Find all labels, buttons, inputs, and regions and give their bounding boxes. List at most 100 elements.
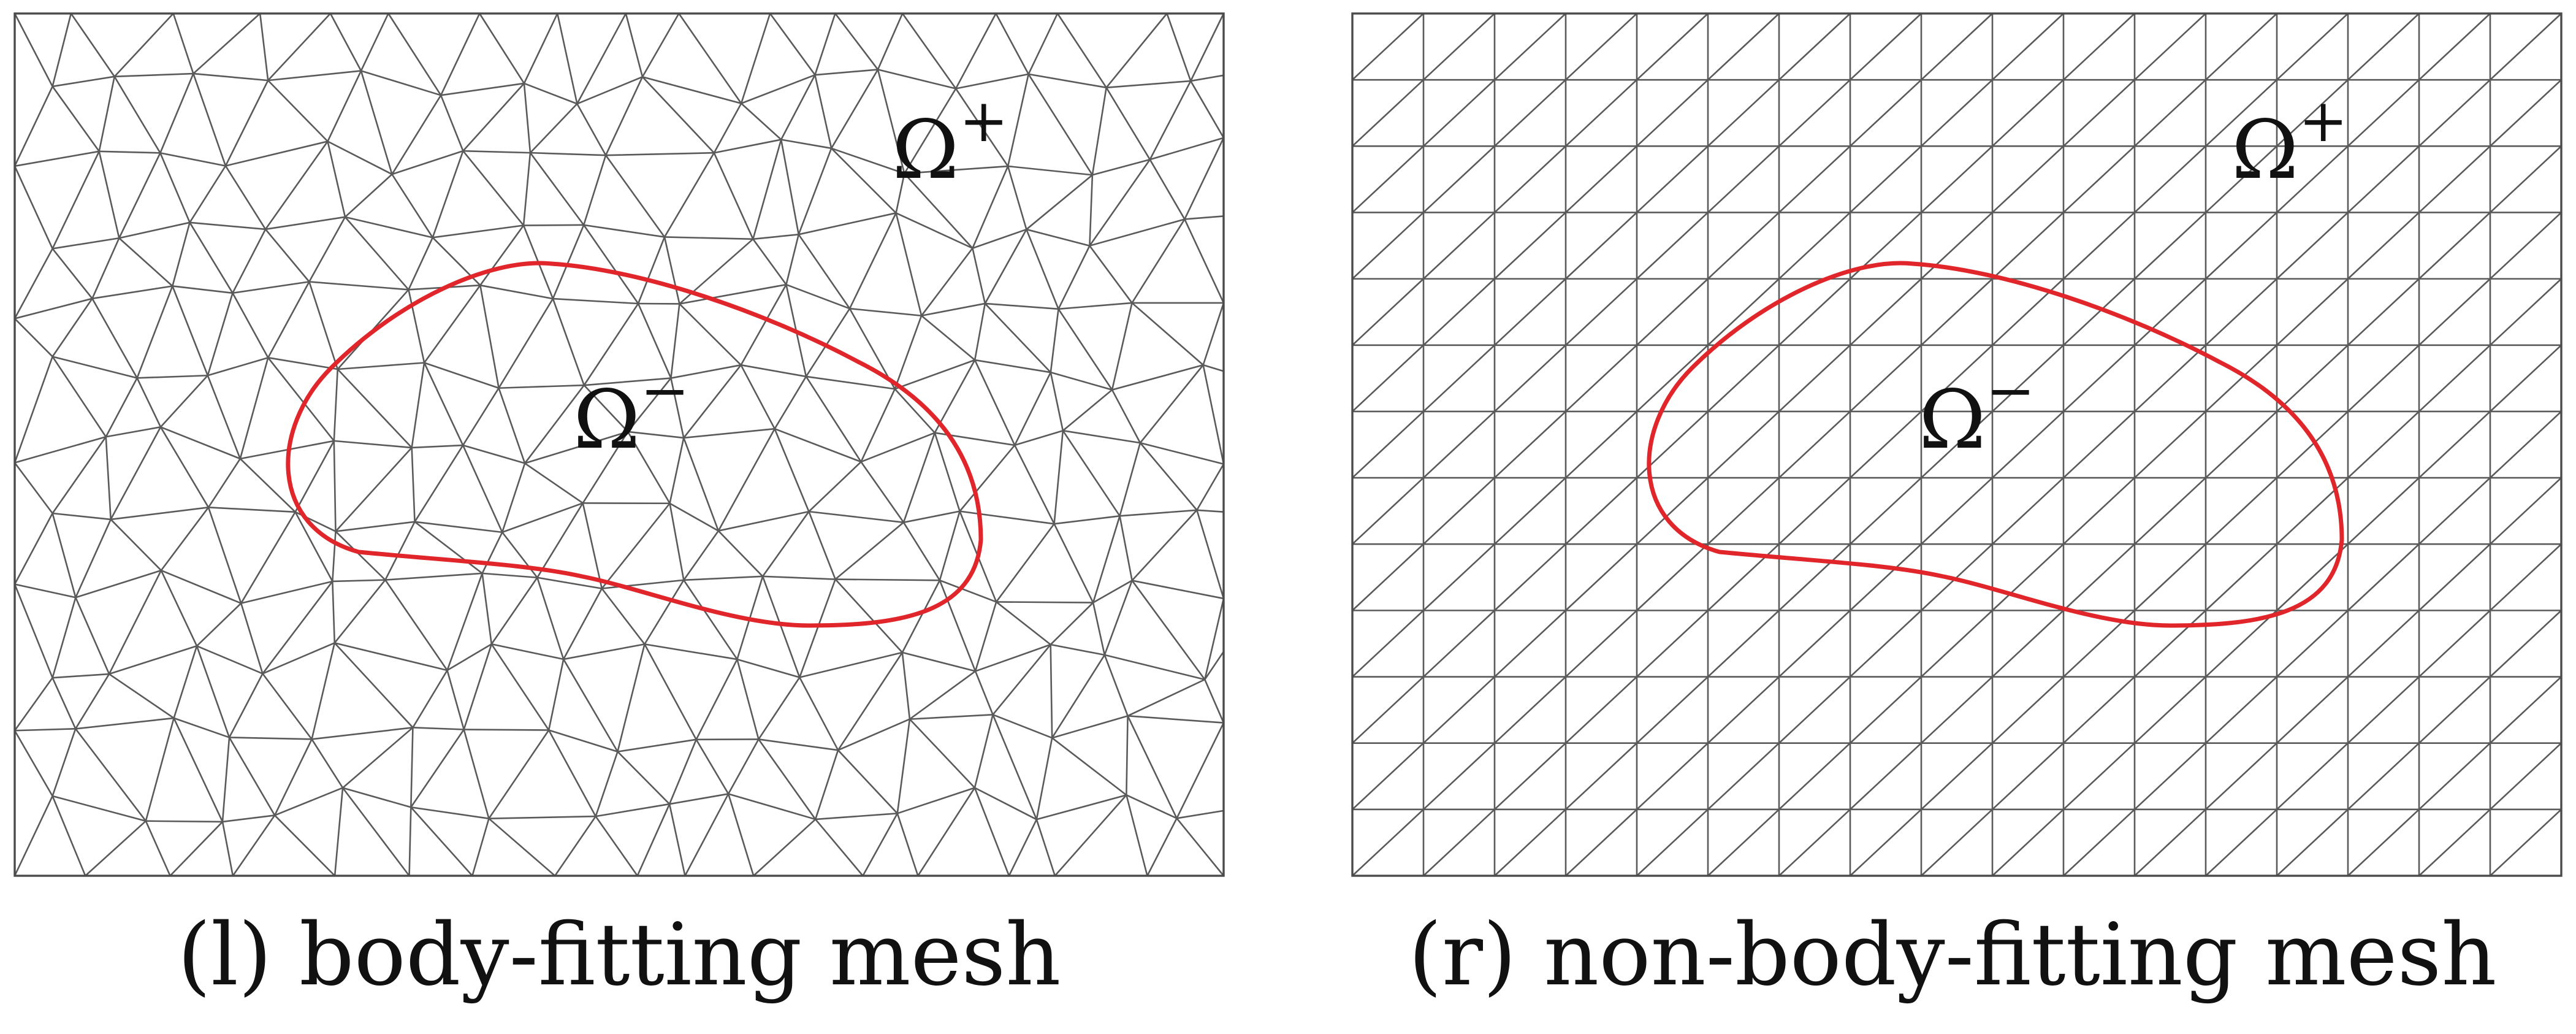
mesh-edge: [308, 216, 346, 283]
mesh-edge: [837, 651, 904, 751]
mesh-edge: [384, 579, 448, 672]
right-inner-sup: −: [1986, 356, 2035, 425]
mesh-edge: [1422, 477, 1496, 545]
mesh-edge: [91, 297, 138, 379]
mesh-edge: [974, 302, 986, 361]
mesh-edge: [668, 803, 686, 877]
mesh-edge: [471, 818, 490, 877]
mesh-edge: [1189, 80, 1225, 139]
mesh-edge: [224, 79, 269, 167]
mesh-edge: [408, 289, 425, 364]
mesh-edge: [479, 284, 554, 300]
mesh-edge: [1493, 344, 1567, 413]
mesh-edge: [51, 12, 72, 88]
mesh-edge: [1091, 86, 1107, 176]
mesh-edge: [408, 237, 434, 291]
mesh-edge: [877, 69, 905, 175]
mesh-edge: [344, 216, 410, 291]
mesh-edge: [583, 302, 639, 386]
mesh-edge: [717, 530, 764, 578]
mesh-edge: [446, 572, 483, 672]
mesh-edge: [267, 79, 329, 142]
mesh-edge: [717, 510, 810, 532]
mesh-edge: [1991, 410, 2065, 479]
mesh-edge: [901, 651, 911, 720]
mesh-edge: [1778, 410, 1851, 479]
mesh-edge: [2276, 742, 2349, 811]
mesh-edge: [903, 88, 957, 175]
mesh-edge: [1422, 676, 1496, 744]
mesh-edge: [1089, 218, 1186, 247]
left-body-fitting-mesh: [13, 12, 1225, 877]
mesh-edge: [637, 302, 672, 379]
mesh-edge: [683, 530, 720, 581]
mesh-edge: [2418, 145, 2491, 213]
mesh-edge: [984, 302, 1052, 373]
mesh-edge: [1139, 442, 1225, 465]
mesh-edge: [992, 713, 1038, 821]
mesh-edge: [1991, 344, 2065, 413]
mesh-edge: [51, 248, 93, 300]
mesh-edge: [1008, 818, 1038, 877]
mesh-edge: [939, 510, 961, 581]
mesh-edge: [894, 388, 936, 434]
mesh-edge: [1849, 477, 1922, 545]
mesh-edge: [408, 806, 412, 877]
mesh-edge: [862, 813, 899, 877]
mesh-edge: [934, 359, 976, 434]
mesh-edge: [1351, 543, 1425, 611]
mesh-edge: [1920, 477, 1994, 545]
mesh-edge: [637, 236, 666, 305]
right-panel: Ω+ Ω− (r) non-body-fitting mesh: [1351, 12, 2563, 1005]
mesh-edge: [972, 228, 1027, 250]
mesh-edge: [335, 446, 413, 532]
mesh-edge: [1007, 165, 1094, 176]
mesh-edge: [984, 302, 1059, 310]
mesh-edge: [1351, 212, 1425, 280]
mesh-edge: [91, 237, 120, 300]
mesh-edge: [1493, 543, 1567, 611]
mesh-edge: [848, 307, 896, 390]
mesh-edge: [1920, 610, 1994, 678]
mesh-edge: [1013, 444, 1055, 525]
mesh-edge: [2133, 610, 2207, 678]
mesh-edge: [740, 364, 807, 378]
mesh-edge: [51, 75, 116, 88]
right-caption: (r) non-body-fitting mesh: [1408, 905, 2496, 1005]
mesh-edge: [1493, 676, 1567, 744]
mesh-edge: [1176, 810, 1225, 819]
mesh-edge: [411, 446, 416, 523]
mesh-edge: [1050, 308, 1059, 373]
mesh-edge: [736, 658, 801, 678]
mesh-edge: [834, 578, 941, 581]
mesh-edge: [1493, 12, 1567, 81]
mesh-edge: [1991, 12, 2065, 81]
mesh-edge: [2489, 676, 2563, 744]
mesh-edge: [1636, 212, 1709, 280]
mesh-edge: [2347, 410, 2420, 479]
mesh-edge: [2062, 477, 2136, 545]
mesh-edge: [959, 444, 1016, 512]
mesh-edge: [1707, 12, 1780, 81]
mesh-edge: [903, 172, 974, 250]
mesh-edge: [1920, 410, 1994, 479]
mesh-edge: [2276, 477, 2349, 545]
mesh-edge: [727, 738, 760, 795]
mesh-edge: [160, 506, 210, 572]
mesh-edge: [1707, 610, 1780, 678]
left-panel: Ω+ Ω− (l) body-fitting mesh: [13, 12, 1225, 1005]
mesh-edge: [13, 318, 53, 358]
mesh-edge: [240, 511, 296, 604]
mesh-edge: [74, 728, 147, 822]
mesh-edge: [2276, 410, 2349, 479]
mesh-edge: [717, 427, 775, 532]
mesh-edge: [1131, 580, 1225, 600]
mesh-edge: [536, 502, 584, 579]
mesh-edge: [360, 70, 442, 96]
mesh-edge: [713, 139, 782, 154]
mesh-edge: [1091, 158, 1151, 176]
mesh-edge: [463, 729, 550, 731]
mesh-edge: [1707, 278, 1780, 347]
mesh-edge: [273, 814, 336, 877]
mesh-edge: [335, 530, 386, 581]
